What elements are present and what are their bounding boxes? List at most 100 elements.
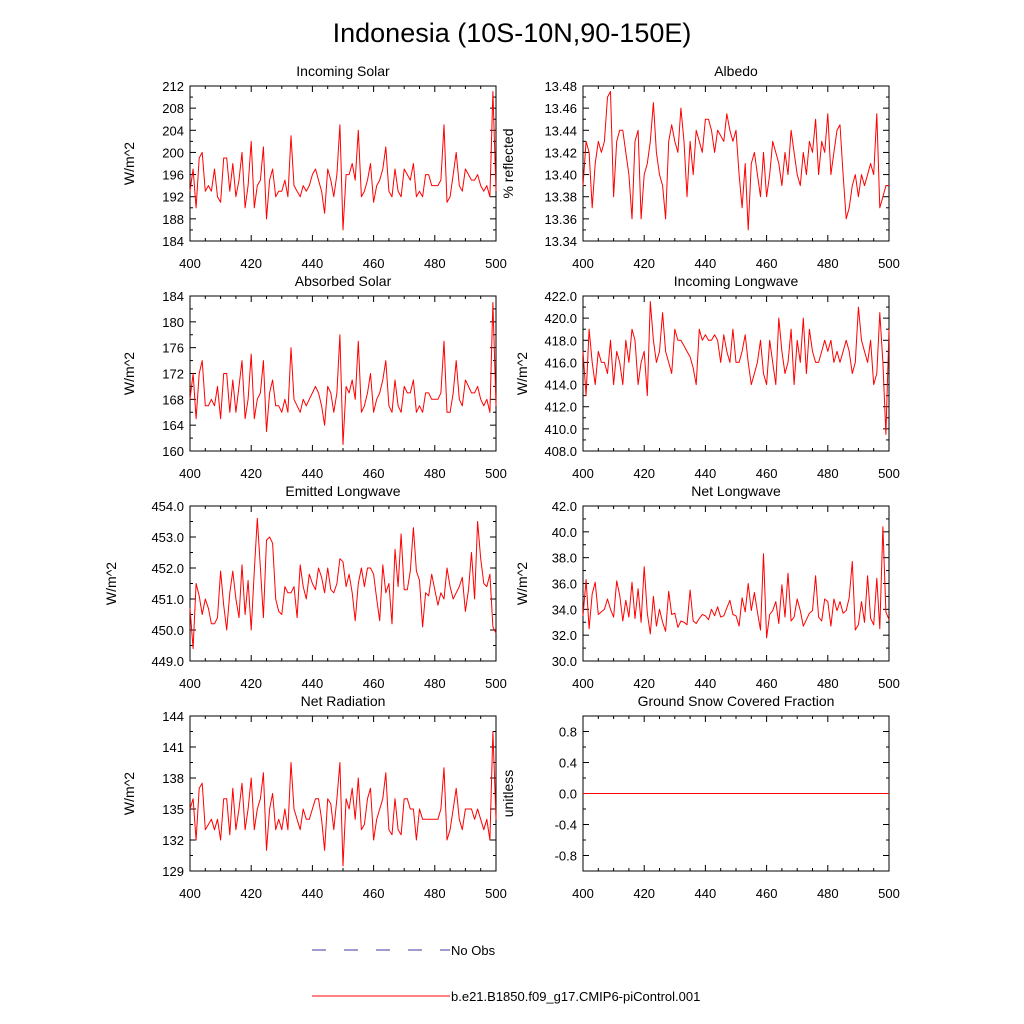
x-tick-label: 400: [572, 676, 594, 691]
y-tick-label: 135: [162, 802, 184, 817]
panels: Incoming Solar 400 420 440 460 480 500 184 188 19…: [103, 63, 900, 901]
series-line: [582, 301, 890, 435]
y-tick-label: 452.0: [151, 561, 184, 576]
y-tick-label: 144: [162, 709, 184, 724]
x-tick-label: 440: [695, 676, 717, 691]
x-tick-label: 460: [363, 256, 385, 271]
y-tick-label: 418.0: [544, 333, 577, 348]
y-axis-label: % reflected: [500, 128, 516, 198]
y-tick-label: 36.0: [552, 577, 577, 592]
legend-obs-label: No Obs: [451, 943, 496, 958]
panel-title: Emitted Longwave: [285, 483, 400, 499]
y-tick-label: 422.0: [544, 289, 577, 304]
y-tick-label: 416.0: [544, 355, 577, 370]
x-tick-label: 440: [302, 466, 324, 481]
y-tick-label: 40.0: [552, 525, 577, 540]
y-tick-label: 13.38: [544, 190, 577, 205]
x-tick-label: 460: [363, 466, 385, 481]
x-tick-label: 400: [572, 466, 594, 481]
panel-incoming-longwave: Incoming Longwave 400 420 440 460 480 500 408.0…: [514, 273, 900, 481]
y-tick-label: 200: [162, 145, 184, 160]
y-axis-label: W/m^2: [103, 562, 119, 605]
panel-net-radiation: Net Radiation 400 420 440 460 480 500 129 132 135…: [121, 693, 507, 901]
x-tick-label: 420: [240, 256, 262, 271]
legend: No Obs b.e21.B1850.f09_g17.CMIP6-piContr…: [312, 943, 700, 1004]
x-tick-label: 420: [633, 886, 655, 901]
plot-frame: [189, 505, 497, 662]
x-tick-label: 420: [240, 886, 262, 901]
x-tick-label: 500: [878, 466, 900, 481]
plot-frame: [582, 295, 890, 452]
panel-title: Net Radiation: [301, 693, 386, 709]
x-tick-label: 460: [363, 676, 385, 691]
y-tick-label: 184: [162, 234, 184, 249]
x-tick-label: 460: [756, 256, 778, 271]
y-tick-label: 13.44: [544, 123, 577, 138]
x-tick-label: 500: [485, 886, 507, 901]
y-tick-label: 13.46: [544, 101, 577, 116]
x-tick-label: 460: [363, 886, 385, 901]
y-tick-label: 192: [162, 190, 184, 205]
y-tick-label: 453.0: [151, 530, 184, 545]
x-tick-label: 440: [302, 886, 324, 901]
x-tick-label: 420: [633, 466, 655, 481]
y-tick-label: 449.0: [151, 654, 184, 669]
panel-title: Net Longwave: [691, 483, 781, 499]
plot-frame: [189, 715, 497, 872]
x-tick-label: 400: [179, 676, 201, 691]
series-line: [582, 526, 890, 639]
x-tick-label: 480: [817, 256, 839, 271]
x-tick-label: 480: [424, 886, 446, 901]
panel-net-longwave: Net Longwave 400 420 440 460 480 500 30.0 32.0 34…: [514, 483, 900, 691]
x-tick-label: 440: [302, 676, 324, 691]
y-tick-label: 196: [162, 168, 184, 183]
panel-albedo: Albedo 400 420 440 460 480 500 13.34 13.36 13.38 1…: [500, 63, 900, 271]
x-tick-label: 400: [179, 466, 201, 481]
x-tick-label: 480: [817, 886, 839, 901]
y-tick-label: 410.0: [544, 422, 577, 437]
y-tick-label: 450.0: [151, 623, 184, 638]
y-tick-label: 13.42: [544, 145, 577, 160]
y-tick-label: 38.0: [552, 551, 577, 566]
x-tick-label: 440: [695, 256, 717, 271]
y-axis-label: W/m^2: [121, 352, 137, 395]
y-tick-label: 0.0: [559, 787, 577, 802]
x-tick-label: 460: [756, 886, 778, 901]
panel-emitted-longwave: Emitted Longwave 400 420 440 460 480 500 449.0 4…: [103, 483, 507, 691]
y-tick-label: 13.36: [544, 212, 577, 227]
x-tick-label: 400: [179, 886, 201, 901]
y-tick-label: 454.0: [151, 499, 184, 514]
series-line: [582, 91, 889, 231]
y-tick-label: 0.8: [559, 725, 577, 740]
x-tick-label: 500: [878, 886, 900, 901]
x-tick-label: 440: [695, 466, 717, 481]
x-tick-label: 500: [485, 676, 507, 691]
x-tick-label: 480: [817, 676, 839, 691]
y-tick-label: 164: [162, 418, 184, 433]
plot-frame: [582, 505, 890, 662]
y-tick-label: 13.48: [544, 79, 577, 94]
y-tick-label: 32.0: [552, 628, 577, 643]
y-tick-label: 180: [162, 315, 184, 330]
y-axis-label: W/m^2: [121, 772, 137, 815]
series-line: [189, 91, 497, 231]
x-tick-label: 400: [179, 256, 201, 271]
x-tick-label: 480: [424, 676, 446, 691]
y-tick-label: 168: [162, 392, 184, 407]
y-tick-label: 212: [162, 79, 184, 94]
x-tick-label: 440: [695, 886, 717, 901]
y-tick-label: 160: [162, 444, 184, 459]
y-axis-label: unitless: [500, 770, 516, 817]
x-tick-label: 400: [572, 256, 594, 271]
y-tick-label: 13.34: [544, 234, 577, 249]
y-tick-label: 141: [162, 740, 184, 755]
legend-model-label: b.e21.B1850.f09_g17.CMIP6-piControl.001: [451, 989, 700, 1004]
series-line: [189, 517, 497, 650]
y-tick-label: 138: [162, 771, 184, 786]
y-tick-label: 176: [162, 341, 184, 356]
y-tick-label: 30.0: [552, 654, 577, 669]
y-axis-label: W/m^2: [121, 142, 137, 185]
y-tick-label: 420.0: [544, 311, 577, 326]
y-axis-label: W/m^2: [514, 352, 530, 395]
